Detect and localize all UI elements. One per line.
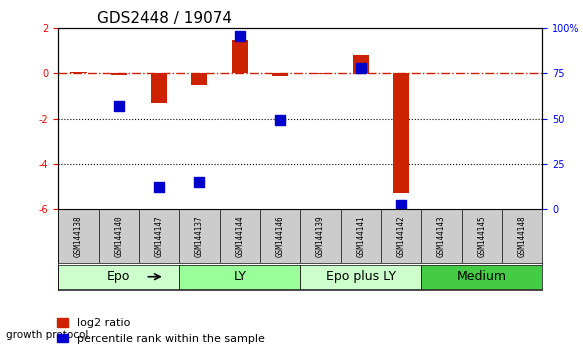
Text: Medium: Medium — [456, 270, 507, 283]
Text: GSM144140: GSM144140 — [114, 215, 123, 257]
FancyBboxPatch shape — [58, 264, 180, 289]
Text: GSM144138: GSM144138 — [74, 215, 83, 257]
Bar — [393, 74, 409, 193]
FancyBboxPatch shape — [421, 264, 542, 289]
Text: GSM144148: GSM144148 — [518, 215, 526, 257]
Text: GSM144141: GSM144141 — [356, 215, 365, 257]
Bar — [111, 74, 127, 75]
Bar — [191, 74, 208, 85]
Bar — [272, 74, 288, 76]
Text: growth protocol: growth protocol — [6, 330, 88, 339]
Point — [356, 65, 366, 71]
Text: GSM144137: GSM144137 — [195, 215, 204, 257]
Bar — [231, 40, 248, 74]
Bar — [353, 56, 369, 74]
FancyBboxPatch shape — [300, 264, 421, 289]
Point — [275, 118, 285, 123]
Bar — [151, 74, 167, 103]
Text: Epo: Epo — [107, 270, 131, 283]
FancyBboxPatch shape — [180, 264, 300, 289]
Point — [195, 179, 204, 185]
Bar — [71, 72, 86, 74]
Text: GSM144147: GSM144147 — [154, 215, 164, 257]
Text: GSM144144: GSM144144 — [236, 215, 244, 257]
Text: GSM144146: GSM144146 — [276, 215, 285, 257]
Point — [114, 103, 124, 109]
Text: GSM144143: GSM144143 — [437, 215, 446, 257]
Text: GSM144145: GSM144145 — [477, 215, 486, 257]
Text: GSM144139: GSM144139 — [316, 215, 325, 257]
Text: GDS2448 / 19074: GDS2448 / 19074 — [97, 11, 232, 26]
Text: Epo plus LY: Epo plus LY — [326, 270, 396, 283]
Text: GSM144142: GSM144142 — [396, 215, 406, 257]
Text: LY: LY — [233, 270, 246, 283]
Point — [235, 33, 244, 38]
Legend: log2 ratio, percentile rank within the sample: log2 ratio, percentile rank within the s… — [52, 314, 269, 348]
Point — [154, 184, 164, 190]
Point — [396, 202, 406, 208]
